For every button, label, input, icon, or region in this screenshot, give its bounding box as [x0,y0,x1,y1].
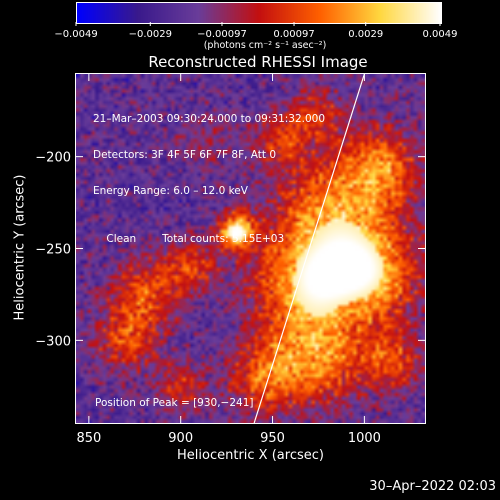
x-tick-label: 850 [76,431,101,446]
colorbar-tick-label: −0.00097 [197,29,247,40]
annotation-block: 21–Mar–2003 09:30:24.000 to 09:31:32.000… [93,89,325,269]
y-axis-label: Heliocentric Y (arcsec) [12,174,28,321]
x-tick-label: 950 [260,431,285,446]
annotation-peak: Position of Peak = [930,−241] [95,397,254,409]
annotation-energy-range: Energy Range: 6.0 – 12.0 keV [93,185,248,197]
colorbar-tick-label: 0.0049 [423,29,458,40]
y-tick-label: −300 [35,334,71,349]
x-tick-label: 900 [168,431,193,446]
annotation-detectors: Detectors: 3F 4F 5F 6F 7F 8F, Att 0 [93,149,277,161]
chart-title: Reconstructed RHESSI Image [148,53,368,71]
heatmap-image [76,74,425,423]
footer-date: 30–Apr–2022 02:03 [369,479,496,494]
annotation-total-counts: Total counts: 5.15E+03 [162,233,285,245]
colorbar-unit-label: (photons cm⁻² s⁻¹ asec⁻²) [203,40,327,51]
colorbar-frame [76,2,442,24]
colorbar-tick-label: −0.0049 [54,29,97,40]
plot-frame [75,73,426,424]
annotation-algorithm: Clean [106,233,137,245]
x-tick-label: 1000 [348,431,381,446]
x-axis-label: Heliocentric X (arcsec) [177,448,324,463]
colorbar-tick-label: −0.0029 [129,29,172,40]
y-tick-label: −200 [35,151,71,166]
annotation-clean-row: Clean Total counts: 5.15E+03 [93,221,325,257]
colorbar-axis: −0.0049 −0.0029 −0.00097 0.00097 0.0029 0.004… [54,22,458,40]
solar-limb-line [253,73,365,424]
colorbar-tick-label: 0.00097 [273,29,314,40]
annotation-time-range: 21–Mar–2003 09:30:24.000 to 09:31:32.000 [93,113,326,125]
colorbar [77,3,441,23]
y-tick-label: −250 [35,243,71,258]
colorbar-tick-label: 0.0029 [348,29,383,40]
